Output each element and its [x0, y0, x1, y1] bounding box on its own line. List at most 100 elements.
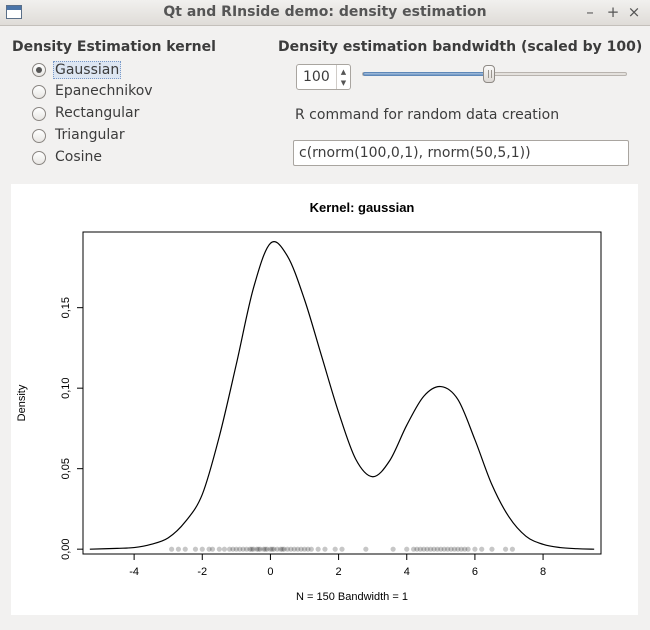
rug-point — [421, 546, 427, 552]
chart-title: Kernel: gaussian — [310, 200, 415, 215]
rug-point — [472, 546, 478, 552]
rug-point — [434, 546, 441, 552]
rug-point — [451, 546, 458, 552]
plot-frame — [82, 231, 602, 555]
rug-point — [255, 546, 262, 552]
rug-point — [169, 546, 175, 552]
rug-point — [271, 546, 277, 552]
rug-point — [261, 546, 267, 552]
rug-point — [339, 546, 345, 552]
rug-point — [509, 546, 515, 552]
spin-arrows: ▲ ▼ — [336, 65, 350, 89]
rug-point — [281, 546, 287, 552]
radio-button[interactable] — [32, 85, 46, 99]
rug-point — [424, 546, 430, 552]
rug-point — [305, 546, 311, 552]
rug-point — [257, 546, 263, 552]
x-axis-label: N = 150 Bandwidth = 1 — [296, 591, 408, 603]
rug-point — [479, 546, 485, 552]
rug-point — [267, 546, 274, 552]
slider-handle[interactable] — [483, 65, 495, 83]
rug-point — [438, 546, 444, 552]
command-label: R command for random data creation — [295, 107, 560, 123]
rug-point — [417, 546, 423, 552]
rug-point — [233, 546, 239, 552]
rug-point — [404, 546, 410, 552]
rug-point — [322, 546, 328, 552]
rug-point — [431, 546, 437, 552]
rug-point — [301, 546, 308, 552]
kernel-option-label: Gaussian — [53, 61, 122, 79]
rug-point — [502, 546, 509, 552]
rug-point — [295, 546, 301, 552]
x-tick-label: -4 — [129, 566, 139, 578]
rug-point — [230, 546, 236, 552]
radio-button[interactable] — [32, 129, 46, 143]
y-tick-label: 0,10 — [60, 377, 72, 398]
density-line — [89, 241, 595, 550]
radio-button[interactable] — [32, 107, 46, 121]
minimize-button[interactable]: – — [586, 3, 594, 21]
window-title: Qt and RInside demo: density estimation — [163, 4, 487, 20]
y-axis-label: Density — [16, 384, 28, 421]
spin-down-icon[interactable]: ▼ — [340, 79, 347, 87]
rug-point — [247, 546, 253, 552]
x-tick-label: -2 — [197, 566, 207, 578]
rug-point — [278, 546, 284, 552]
bandwidth-value: 100 — [303, 69, 330, 85]
rug-point — [298, 546, 304, 552]
kernel-group-label: Density Estimation kernel — [12, 39, 216, 55]
x-tick-label: 8 — [540, 566, 546, 578]
rug-point — [455, 546, 461, 552]
radio-button[interactable] — [32, 63, 46, 77]
y-tick-label: 0,15 — [60, 297, 72, 318]
rug-point — [249, 546, 255, 552]
rug-point — [221, 546, 228, 552]
rug-point — [445, 546, 451, 552]
command-input[interactable] — [293, 140, 629, 166]
maximize-button[interactable]: + — [606, 3, 620, 21]
density-chart: Kernel: gaussian N = 150 Bandwidth = 1 Den… — [16, 200, 602, 603]
rug-point — [489, 546, 495, 552]
rug-point — [240, 546, 246, 552]
rug-point — [262, 546, 268, 552]
radio-button[interactable] — [32, 151, 46, 165]
slider-fill — [363, 72, 490, 76]
rug-point — [448, 546, 454, 552]
rug-point — [243, 546, 250, 552]
rug-point — [250, 546, 256, 552]
rug-point — [390, 546, 396, 552]
rug-point — [226, 546, 233, 552]
rug-point — [441, 546, 447, 552]
rug-point — [206, 546, 212, 552]
rug-point — [308, 546, 314, 552]
kernel-option-label: Epanechnikov — [55, 83, 153, 99]
rug-point — [315, 546, 321, 552]
rug-point — [279, 546, 285, 552]
close-button[interactable]: × — [627, 3, 641, 21]
kernel-option-label: Cosine — [55, 149, 103, 165]
title-bar: Qt and RInside demo: density estimation … — [0, 0, 650, 26]
x-tick-label: 2 — [336, 566, 342, 578]
spin-up-icon[interactable]: ▲ — [340, 68, 347, 76]
rug-point — [462, 546, 468, 552]
y-tick-label: 0,00 — [60, 538, 72, 559]
bandwidth-spinbox[interactable]: 100 ▲ ▼ — [296, 64, 351, 90]
rug-point — [410, 546, 417, 552]
window-icon — [6, 5, 22, 19]
rug-point — [264, 546, 270, 552]
x-tick-label: 6 — [472, 566, 478, 578]
y-tick-label: 0,05 — [60, 458, 72, 479]
rug-point — [182, 546, 188, 552]
rug-point — [288, 546, 294, 552]
x-tick-label: 0 — [267, 566, 273, 578]
x-tick-label: 4 — [404, 566, 410, 578]
rug-point — [363, 546, 369, 552]
rug-point — [414, 546, 420, 552]
rug-point — [254, 546, 260, 552]
rug-point — [175, 546, 182, 552]
rug-point — [237, 546, 243, 552]
kernel-option-label: Rectangular — [55, 105, 140, 121]
bandwidth-group-label: Density estimation bandwidth (scaled by … — [278, 39, 643, 55]
rug-point — [458, 546, 464, 552]
